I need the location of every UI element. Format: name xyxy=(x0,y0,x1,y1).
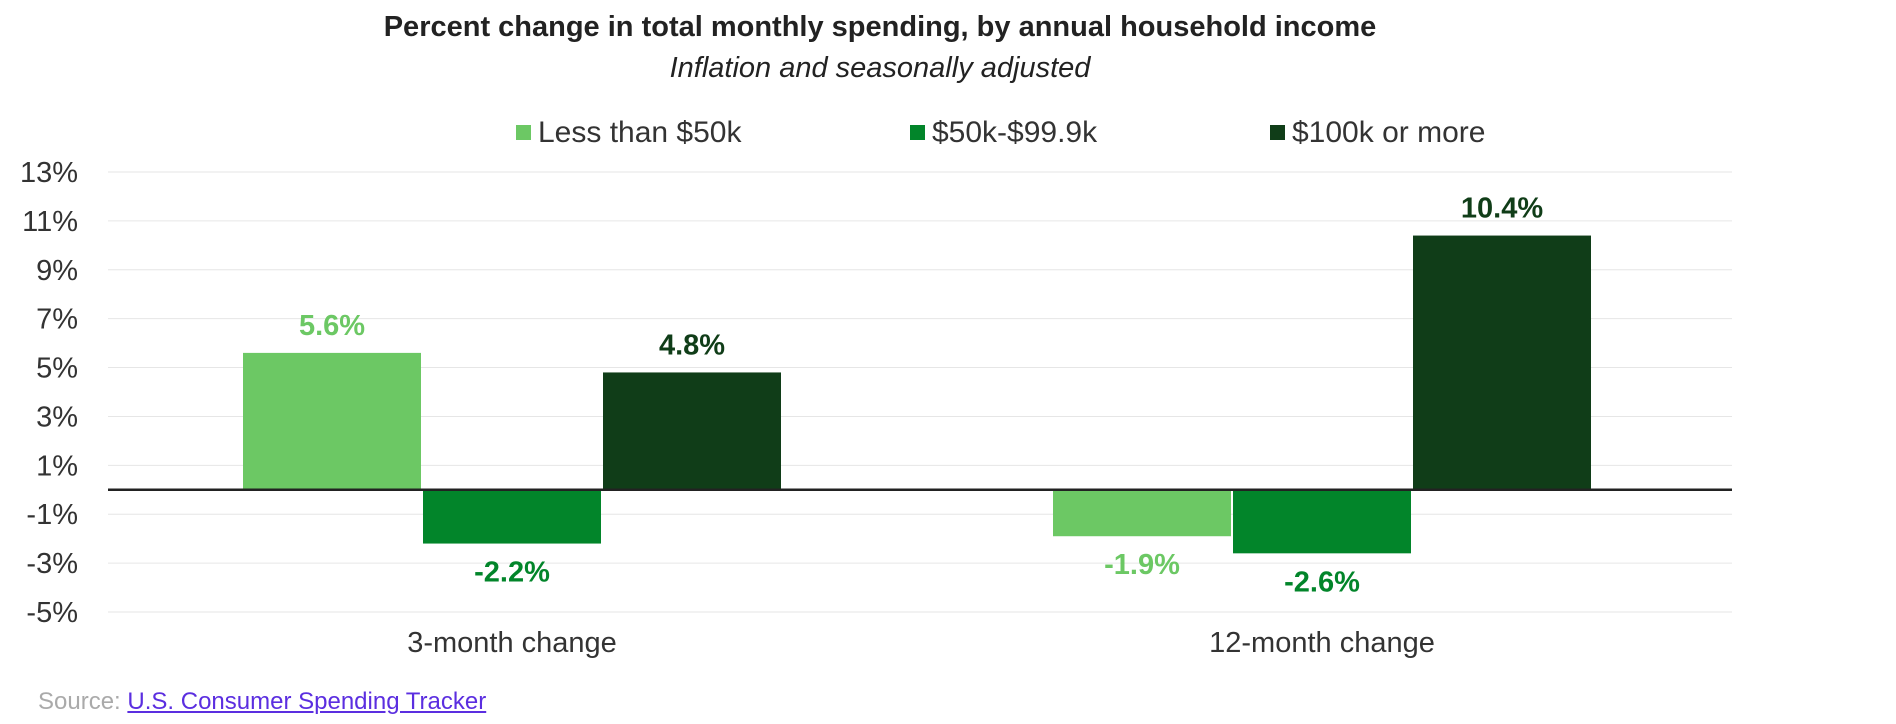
data-label: 10.4% xyxy=(1461,193,1543,225)
y-tick-label: 7% xyxy=(36,304,78,336)
y-tick-label: 3% xyxy=(36,401,78,433)
y-tick-label: 1% xyxy=(36,450,78,482)
x-axis: 3-month change 12-month change xyxy=(407,627,1435,659)
legend-swatch xyxy=(1270,125,1285,140)
data-labels: 5.6% -1.9% -2.2% -2.6% 4.8% 10.4% xyxy=(299,193,1543,599)
source-link[interactable]: U.S. Consumer Spending Tracker xyxy=(127,688,487,715)
bar xyxy=(603,372,781,490)
y-tick-label: 11% xyxy=(22,206,78,238)
data-label: -2.6% xyxy=(1284,566,1360,598)
chart-title: Percent change in total monthly spending… xyxy=(384,11,1377,43)
legend-label: Less than $50k xyxy=(538,116,742,149)
data-label: 5.6% xyxy=(299,310,365,342)
y-tick-label: 13% xyxy=(20,157,78,189)
y-tick-label: -3% xyxy=(26,548,78,580)
legend-swatch xyxy=(910,125,925,140)
bars xyxy=(243,235,1591,554)
bar xyxy=(1053,489,1231,537)
legend: Less than $50k $50k-$99.9k $100k or more xyxy=(516,116,1485,149)
y-axis: 13% 11% 9% 7% 5% 3% 1% -1% -3% -5% xyxy=(20,157,78,629)
y-tick-label: 9% xyxy=(36,255,78,287)
bar xyxy=(243,352,421,490)
source-note: Source: U.S. Consumer Spending Tracker xyxy=(38,688,486,716)
data-label: -2.2% xyxy=(474,557,550,589)
legend-label: $100k or more xyxy=(1292,116,1485,149)
legend-swatch xyxy=(516,125,531,140)
category-label: 3-month change xyxy=(407,627,617,659)
y-tick-label: 5% xyxy=(36,353,78,385)
category-label: 12-month change xyxy=(1209,627,1435,659)
y-tick-label: -5% xyxy=(26,597,78,629)
legend-label: $50k-$99.9k xyxy=(932,116,1098,149)
bar xyxy=(423,489,601,544)
source-prefix: Source: xyxy=(38,688,128,715)
chart-subtitle: Inflation and seasonally adjusted xyxy=(670,52,1092,84)
y-tick-label: -1% xyxy=(26,499,78,531)
data-label: 4.8% xyxy=(659,329,725,361)
bar xyxy=(1413,235,1591,490)
data-label: -1.9% xyxy=(1104,549,1180,581)
bar xyxy=(1233,489,1411,554)
